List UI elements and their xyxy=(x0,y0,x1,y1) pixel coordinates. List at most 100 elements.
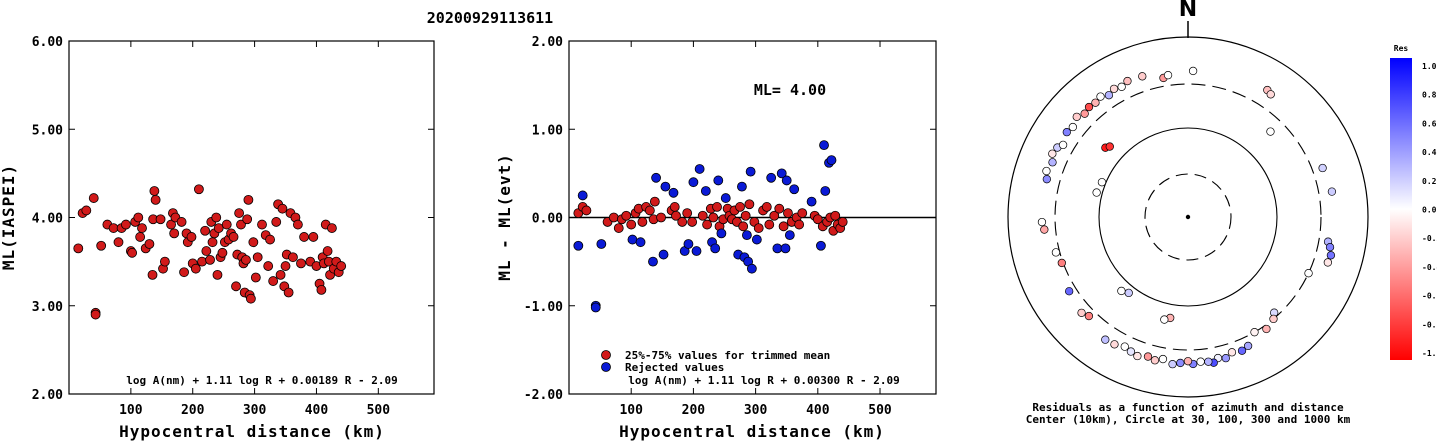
rejected-point xyxy=(716,228,727,239)
magnitude-point xyxy=(231,281,241,292)
station-residual-point xyxy=(1058,140,1068,150)
trimmed-point xyxy=(812,214,823,225)
magnitude-point xyxy=(127,247,138,258)
magnitude-point xyxy=(211,212,222,223)
trimmed-point xyxy=(769,210,780,221)
magnitude-point xyxy=(155,214,166,225)
magnitude-panel: 100 200 300 400 500 2.00 3.00 4.00 5.00 6.00 log… xyxy=(0,35,435,441)
residual-panel: 100 200 300 400 500 -2.00 -1.00 0.00 1.00 2.00 M… xyxy=(495,35,937,441)
magnitude-point xyxy=(200,225,211,236)
station-residual-point xyxy=(1101,335,1110,344)
colorbar-gradient xyxy=(1390,58,1412,360)
trimmed-point xyxy=(764,219,775,230)
rejected-point xyxy=(776,168,787,179)
magnitude-point xyxy=(250,272,261,283)
rejected-point xyxy=(816,240,826,251)
polar-center xyxy=(1185,214,1191,220)
station-residual-point xyxy=(1126,347,1136,356)
station-residual-point xyxy=(1124,288,1133,298)
residual-y-tick-label: -1.00 xyxy=(524,300,563,315)
trimmed-point xyxy=(837,217,848,227)
trimmed-point xyxy=(682,208,693,218)
rejected-point xyxy=(688,177,699,188)
magnitude-markers xyxy=(73,184,347,320)
magnitude-point xyxy=(144,239,155,249)
rejected-point xyxy=(691,246,702,256)
magnitude-x-ticks: 100 200 300 400 500 xyxy=(119,41,390,418)
colorbar-tick-label: 0.8 xyxy=(1422,91,1437,100)
rejected-point xyxy=(713,175,724,186)
rejected-point xyxy=(746,263,757,274)
residual-x-tick-label: 100 xyxy=(619,403,643,418)
magnitude-point xyxy=(241,254,251,265)
rejected-point xyxy=(720,193,731,203)
magnitude-point xyxy=(213,223,224,233)
station-residual-point xyxy=(1105,142,1114,151)
trimmed-point xyxy=(735,202,745,212)
magnitude-point xyxy=(257,219,267,230)
polar-caption-line-2: Center (10km), Circle at 30, 100, 300 an… xyxy=(1026,413,1351,426)
magnitude-point xyxy=(207,237,218,248)
station-residual-point xyxy=(1262,324,1271,334)
trimmed-point xyxy=(778,221,789,232)
station-residual-point xyxy=(1048,158,1057,167)
colorbar-tick-label: -0.6 xyxy=(1422,292,1437,301)
station-residual-point xyxy=(1183,357,1193,366)
magnitude-point xyxy=(88,193,99,203)
magnitude-point xyxy=(121,219,131,230)
trimmed-point xyxy=(621,210,632,221)
magnitude-point xyxy=(242,214,253,225)
colorbar-tick-label: -0.4 xyxy=(1422,263,1437,272)
rejected-point xyxy=(819,140,829,151)
colorbar: Res 1.0 0.8 0.6 0.4 0.2 0.0 -0.2 -0.4 -0.6 -0.8 -1… xyxy=(1390,44,1437,360)
trimmed-point xyxy=(626,219,637,230)
magnitude-y-tick-label: 5.00 xyxy=(32,123,63,138)
station-residual-point xyxy=(1084,311,1094,321)
colorbar-tick-label: -0.2 xyxy=(1422,234,1437,243)
trimmed-point xyxy=(687,217,698,227)
station-residual-point xyxy=(1221,354,1230,363)
rejected-point xyxy=(700,186,711,196)
magnitude-point xyxy=(221,219,232,230)
magnitude-x-tick-label: 200 xyxy=(181,403,205,418)
legend-trimmed-marker xyxy=(601,350,611,360)
station-residual-point xyxy=(1204,357,1213,366)
trimmed-point xyxy=(744,199,755,210)
station-residual-point xyxy=(1304,269,1313,278)
trimmed-point xyxy=(738,221,749,232)
trimmed-point xyxy=(774,203,785,214)
magnitude-point xyxy=(228,232,239,242)
rejected-point xyxy=(648,256,658,267)
rejected-point xyxy=(745,166,756,177)
station-residual-point xyxy=(1269,314,1278,324)
station-residual-point xyxy=(1327,187,1337,196)
trimmed-point xyxy=(783,208,793,218)
trimmed-point xyxy=(669,202,680,212)
magnitude-point xyxy=(283,287,294,298)
magnitude-point xyxy=(236,219,246,230)
rejected-point xyxy=(780,243,791,254)
rejected-point xyxy=(751,234,762,245)
trimmed-point xyxy=(671,210,681,221)
station-residual-point xyxy=(1133,351,1142,361)
magnitude-point xyxy=(299,232,309,242)
residual-x-axis-label: Hypocentral distance (km) xyxy=(619,422,885,441)
magnitude-point xyxy=(186,232,197,242)
magnitude-point xyxy=(234,208,245,218)
station-residual-point xyxy=(1117,82,1126,91)
residual-y-axis-label: ML - ML(evt) xyxy=(495,153,514,281)
station-residual-point xyxy=(1325,243,1335,252)
polar-caption-line-1: Residuals as a function of azimuth and d… xyxy=(1032,401,1344,414)
station-residual-point xyxy=(1042,166,1051,176)
trimmed-point xyxy=(708,212,719,223)
trimmed-point xyxy=(608,212,619,223)
trimmed-point xyxy=(656,212,666,223)
magnitude-point xyxy=(308,232,319,242)
colorbar-tick-label: 0.4 xyxy=(1422,148,1437,157)
station-residual-point xyxy=(1243,341,1253,351)
legend-rejected-marker xyxy=(601,362,611,372)
station-residual-point xyxy=(1163,71,1173,80)
residual-markers xyxy=(573,140,848,313)
station-residual-point xyxy=(1266,90,1275,99)
magnitude-point xyxy=(288,252,298,263)
